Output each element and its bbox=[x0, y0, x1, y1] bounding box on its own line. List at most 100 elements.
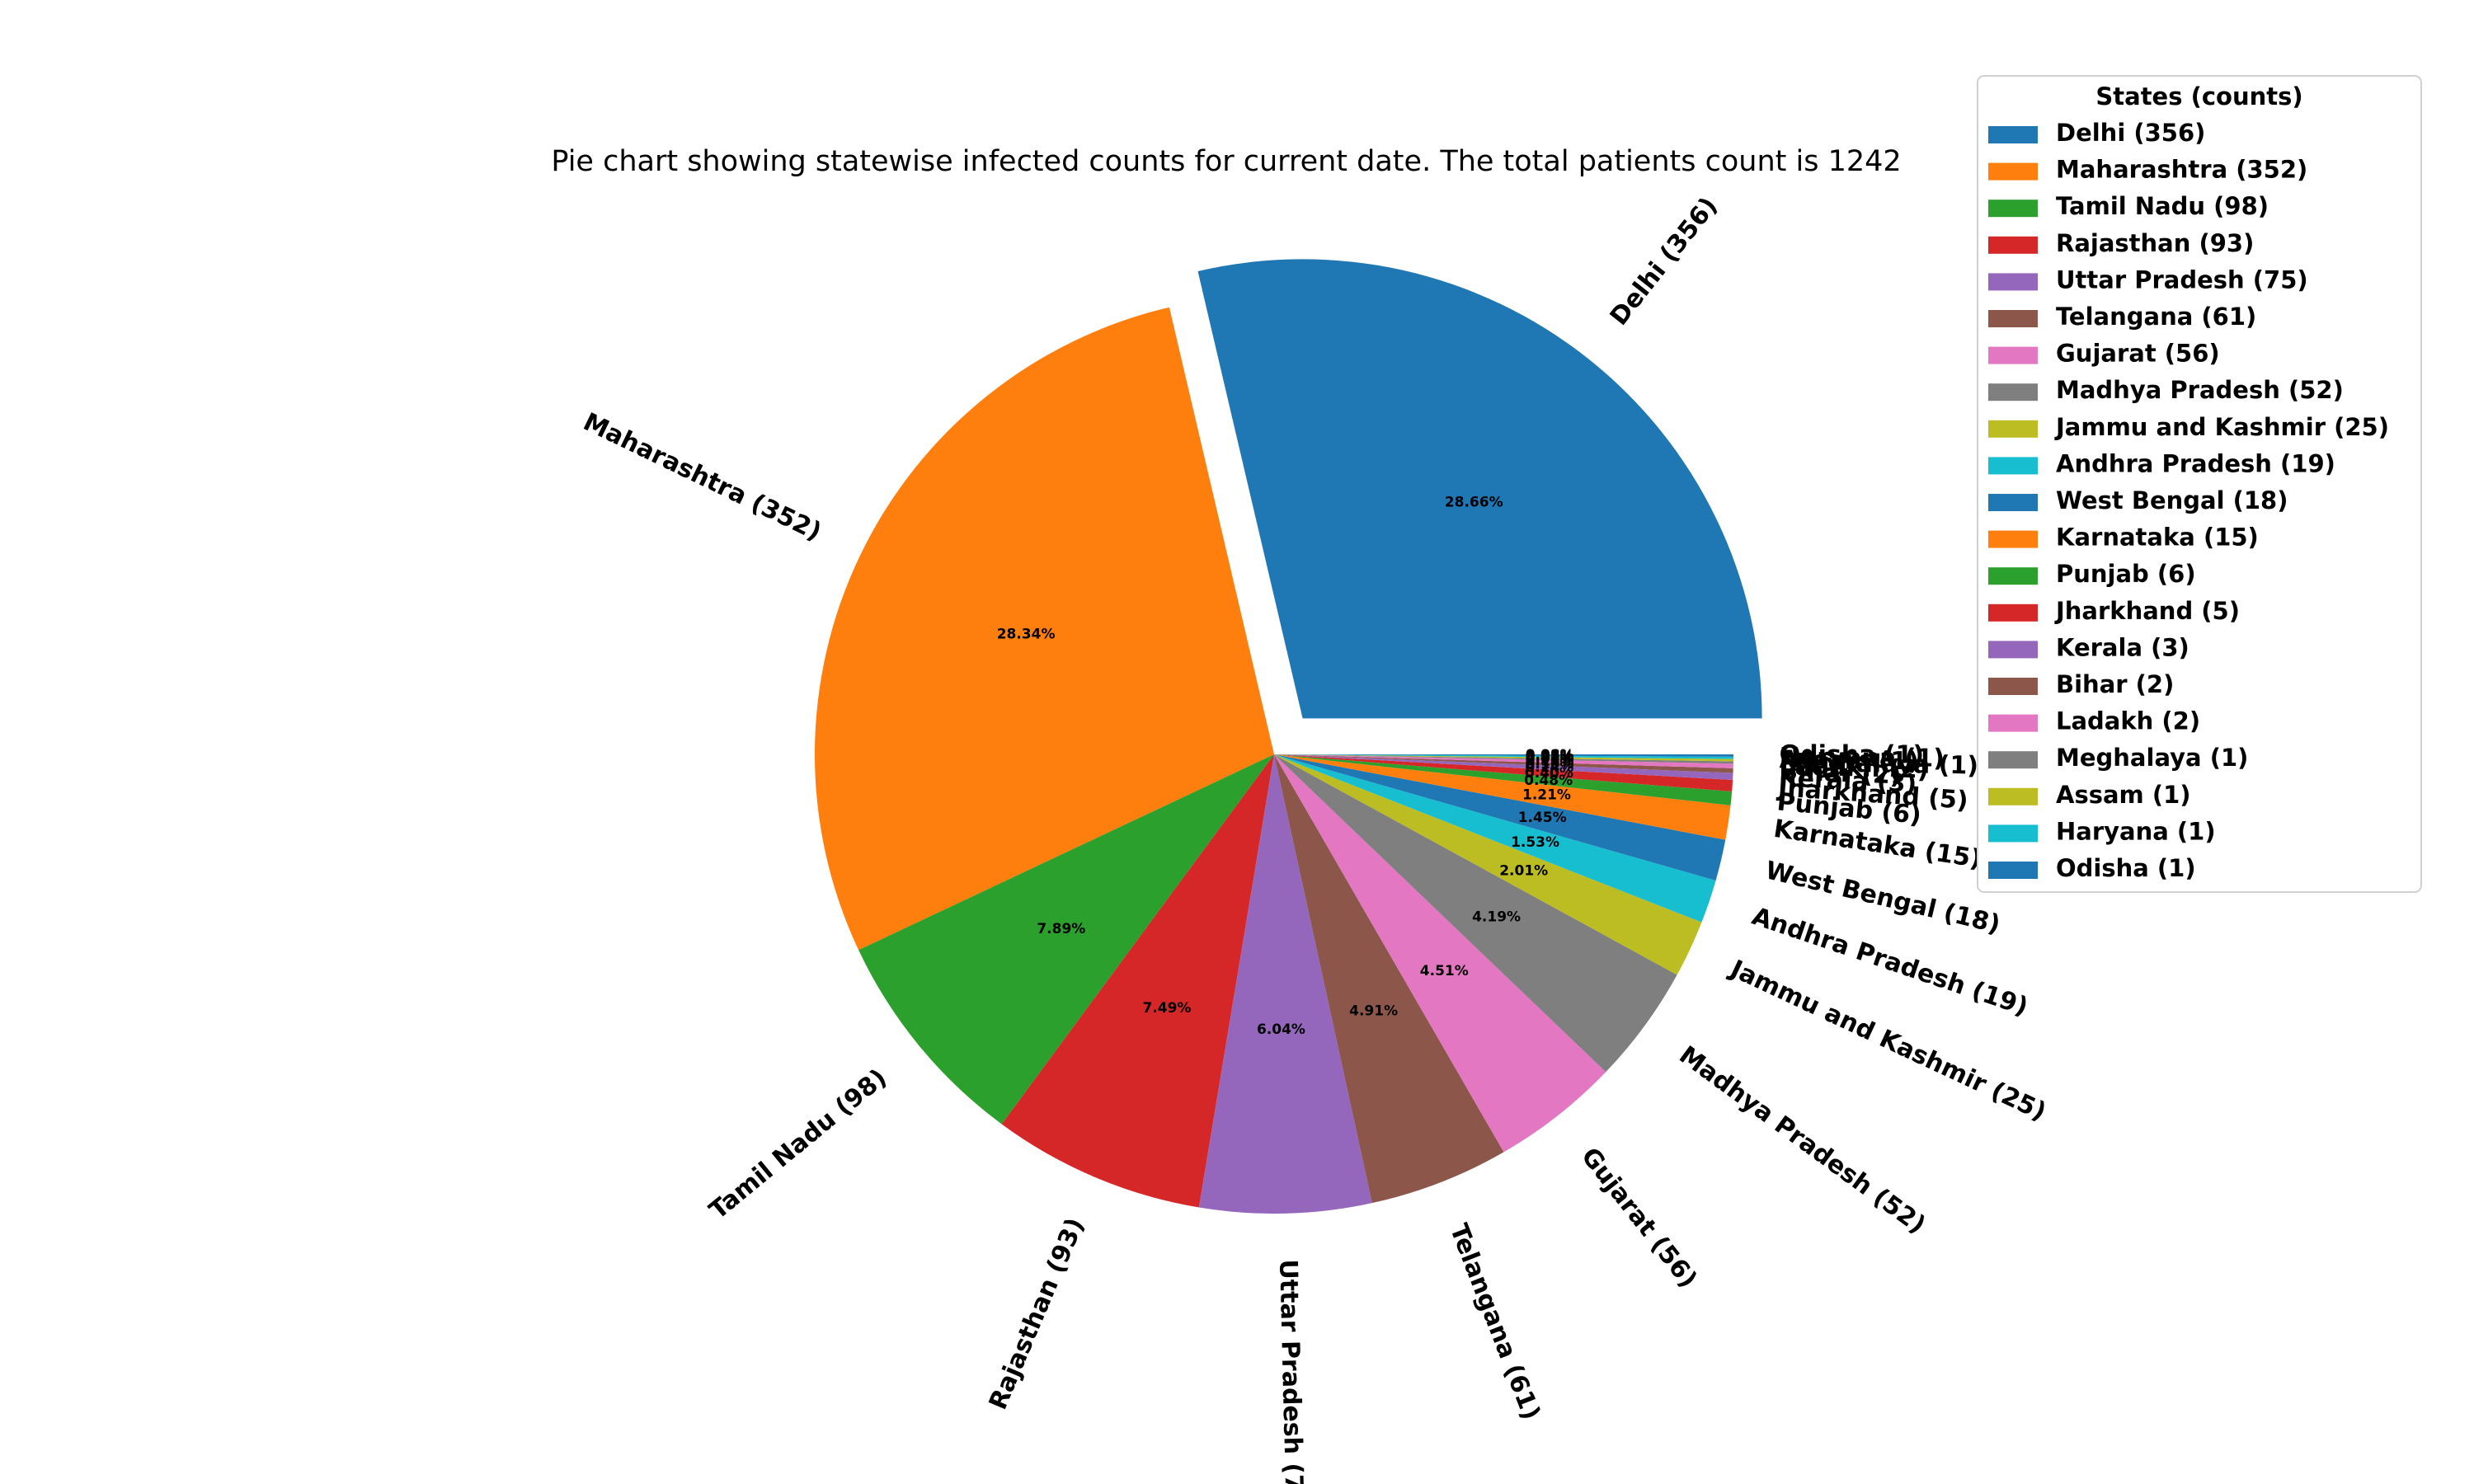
legend-item-maharashtra: Maharashtra (352) bbox=[2056, 156, 2307, 184]
slice-label-madhya-pradesh: Madhya Pradesh (52) bbox=[1673, 1040, 1931, 1240]
percent-label-meghalaya: 0.08% bbox=[1526, 751, 1574, 768]
percent-label-delhi: 28.66% bbox=[1445, 494, 1503, 510]
legend-item-jammu-and-kashmir: Jammu and Kashmir (25) bbox=[2054, 413, 2389, 441]
percent-label-madhya-pradesh: 4.19% bbox=[1472, 909, 1521, 926]
legend-swatch-delhi bbox=[1988, 126, 2038, 143]
legend: States (counts) Delhi (356) Maharashtra (… bbox=[1977, 75, 2422, 893]
pie-slice-andhra-pradesh bbox=[1274, 754, 1716, 923]
slice-label-uttar-pradesh: Uttar Pradesh (75) bbox=[1273, 1259, 1309, 1484]
slice-label-bihar: Bihar (2) bbox=[1779, 757, 1902, 790]
legend-swatch-andhra-pradesh bbox=[1988, 457, 2038, 475]
legend-item-uttar-pradesh: Uttar Pradesh (75) bbox=[2056, 265, 2308, 294]
pie-slice-kerala bbox=[1274, 754, 1733, 780]
legend-swatch-tamil-nadu bbox=[1988, 200, 2038, 218]
slice-label-ladakh: Ladakh (2) bbox=[1779, 752, 1929, 785]
chart-title: Pie chart showing statewise infected cou… bbox=[551, 145, 1901, 178]
legend-swatch-madhya-pradesh bbox=[1988, 383, 2038, 402]
percent-labels: 28.66% 28.34% 7.89% 7.49% 6.04% 4.91% 4.51% 4.1… bbox=[997, 494, 1574, 1038]
percent-label-telangana: 4.91% bbox=[1349, 1003, 1398, 1020]
slice-label-meghalaya: Meghalaya (1) bbox=[1779, 748, 1978, 780]
pie-slice-tamil-nadu bbox=[858, 754, 1274, 1125]
legend-item-delhi: Delhi (356) bbox=[2056, 119, 2205, 147]
legend-frame bbox=[1977, 75, 2422, 893]
percent-label-odisha: 0.08% bbox=[1526, 747, 1574, 763]
percent-label-west-bengal: 1.45% bbox=[1518, 810, 1567, 826]
legend-swatch-telangana bbox=[1988, 310, 2038, 327]
pie-slice-jharkhand bbox=[1274, 754, 1733, 792]
percent-label-tamil-nadu: 7.89% bbox=[1037, 921, 1085, 937]
percent-label-punjab: 0.48% bbox=[1524, 773, 1573, 789]
percent-label-karnataka: 1.21% bbox=[1522, 787, 1571, 804]
pie-slice-ladakh bbox=[1274, 754, 1733, 768]
legend-item-bihar: Bihar (2) bbox=[2056, 670, 2174, 698]
slice-label-maharashtra: Maharashtra (352) bbox=[579, 407, 826, 547]
legend-item-kerala: Kerala (3) bbox=[2056, 633, 2189, 661]
legend-swatch-jharkhand bbox=[1988, 603, 2038, 622]
pie-slice-delhi bbox=[1197, 259, 1762, 719]
pie-slice-meghalaya bbox=[1274, 754, 1733, 764]
legend-item-gujarat: Gujarat (56) bbox=[2056, 340, 2220, 368]
pie-slice-bihar bbox=[1274, 754, 1733, 773]
pie-slice-punjab bbox=[1274, 754, 1733, 805]
legend-swatch-odisha bbox=[1988, 862, 2038, 879]
slice-label-telangana: Telangana (61) bbox=[1444, 1220, 1545, 1424]
legend-item-meghalaya: Meghalaya (1) bbox=[2056, 744, 2248, 772]
pie-slice-maharashtra bbox=[815, 307, 1274, 951]
slice-label-odisha: Odisha (1) bbox=[1780, 740, 1925, 769]
pie-slice-west-bengal bbox=[1274, 754, 1726, 881]
legend-swatch-meghalaya bbox=[1988, 751, 2038, 769]
legend-item-assam: Assam (1) bbox=[2056, 781, 2191, 809]
slice-label-haryana: Haryana (1) bbox=[1780, 743, 1945, 773]
legend-item-west-bengal: West Bengal (18) bbox=[2056, 486, 2288, 514]
percent-label-haryana: 0.08% bbox=[1526, 749, 1574, 765]
percent-label-andhra-pradesh: 1.53% bbox=[1511, 834, 1559, 851]
legend-swatch-ladakh bbox=[1988, 714, 2038, 732]
pie-slice-uttar-pradesh bbox=[1198, 754, 1372, 1214]
slice-label-delhi: Delhi (356) bbox=[1605, 192, 1724, 331]
legend-item-jharkhand: Jharkhand (5) bbox=[2054, 597, 2240, 625]
legend-swatch-kerala bbox=[1988, 641, 2038, 659]
legend-item-andhra-pradesh: Andhra Pradesh (19) bbox=[2056, 449, 2335, 477]
legend-swatch-haryana bbox=[1988, 824, 2038, 843]
percent-label-maharashtra: 28.34% bbox=[997, 627, 1056, 643]
legend-swatch-punjab bbox=[1988, 567, 2038, 585]
pie-slice-karnataka bbox=[1274, 754, 1731, 840]
percent-label-ladakh: 0.16% bbox=[1526, 753, 1574, 769]
legend-item-odisha: Odisha (1) bbox=[2056, 854, 2196, 882]
pie-slices bbox=[815, 259, 1762, 1214]
legend-item-ladakh: Ladakh (2) bbox=[2056, 707, 2200, 735]
pie-slice-madhya-pradesh bbox=[1274, 754, 1677, 1073]
percent-label-kerala: 0.24% bbox=[1525, 759, 1573, 776]
slice-label-assam: Assam (1) bbox=[1779, 745, 1919, 776]
percent-label-uttar-pradesh: 6.04% bbox=[1257, 1021, 1305, 1038]
percent-label-rajasthan: 7.49% bbox=[1142, 1000, 1191, 1017]
legend-item-haryana: Haryana (1) bbox=[2056, 817, 2216, 845]
percent-label-jammu-and-kashmir: 2.01% bbox=[1499, 863, 1548, 880]
legend-item-tamil-nadu: Tamil Nadu (98) bbox=[2056, 192, 2269, 220]
percent-label-gujarat: 4.51% bbox=[1420, 963, 1469, 979]
pie-slice-assam bbox=[1274, 754, 1733, 762]
percent-label-bihar: 0.16% bbox=[1525, 756, 1573, 773]
legend-swatch-rajasthan bbox=[1988, 236, 2038, 254]
pie-slice-haryana bbox=[1274, 754, 1733, 759]
pie-slice-gujarat bbox=[1274, 754, 1606, 1153]
legend-item-madhya-pradesh: Madhya Pradesh (52) bbox=[2056, 376, 2344, 404]
pie-slice-odisha bbox=[1274, 754, 1733, 757]
slice-label-rajasthan: Rajasthan (93) bbox=[984, 1214, 1090, 1414]
legend-swatch-karnataka bbox=[1988, 530, 2038, 548]
pie-slice-telangana bbox=[1274, 754, 1504, 1204]
legend-swatch-bihar bbox=[1988, 678, 2038, 695]
slice-label-kerala: Kerala (3) bbox=[1778, 763, 1917, 799]
legend-swatch-gujarat bbox=[1988, 346, 2038, 364]
legend-item-punjab: Punjab (6) bbox=[2056, 560, 2196, 588]
legend-swatch-jammu-and-kashmir bbox=[1988, 420, 2038, 438]
percent-label-jharkhand: 0.40% bbox=[1525, 765, 1573, 782]
percent-label-assam: 0.08% bbox=[1526, 749, 1574, 766]
legend-swatch-maharashtra bbox=[1988, 162, 2038, 181]
pie-slice-rajasthan bbox=[1001, 754, 1274, 1208]
legend-title: States (counts) bbox=[2095, 82, 2302, 110]
slice-label-gujarat: Gujarat (56) bbox=[1575, 1143, 1702, 1294]
legend-item-karnataka: Karnataka (15) bbox=[2056, 524, 2259, 552]
legend-swatch-uttar-pradesh bbox=[1988, 273, 2038, 291]
